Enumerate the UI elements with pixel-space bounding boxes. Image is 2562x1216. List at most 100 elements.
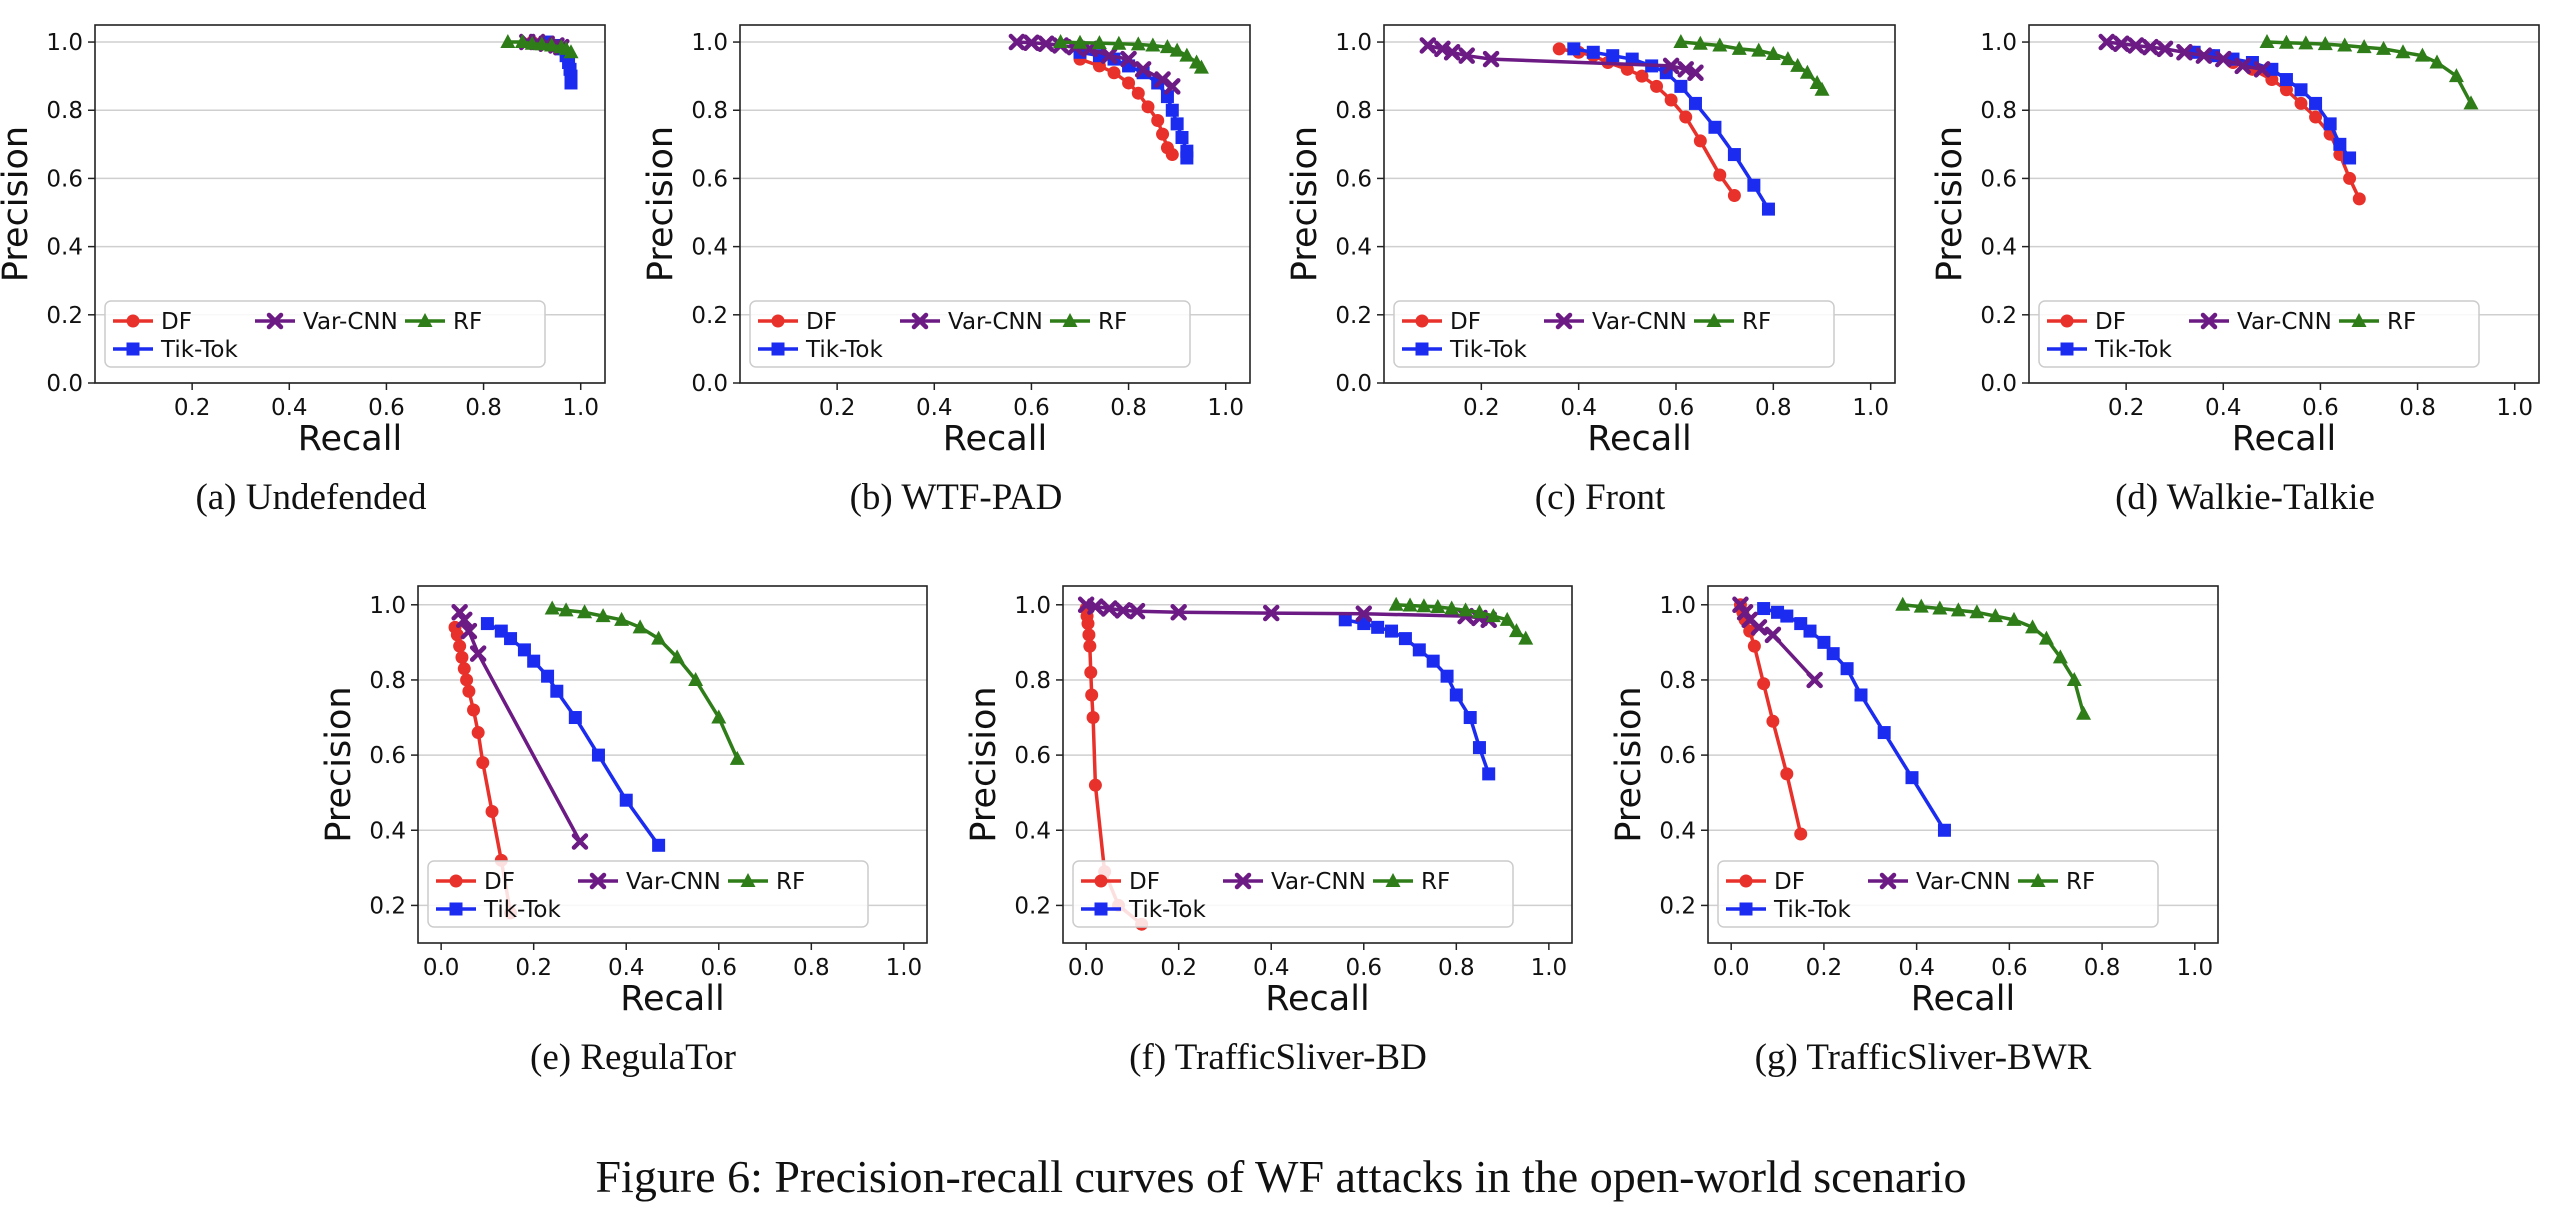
legend-marker	[771, 314, 785, 328]
data-point	[1499, 611, 1515, 626]
data-point	[1688, 96, 1702, 110]
data-point	[1170, 604, 1187, 621]
data-point	[1635, 69, 1649, 83]
data-point	[1085, 688, 1099, 702]
y-tick-label: 0.4	[1980, 235, 2017, 261]
data-point	[1765, 45, 1781, 60]
data-point	[1402, 597, 1418, 612]
data-point	[1008, 33, 1026, 51]
data-point	[1937, 823, 1951, 837]
x-tick-label: 0.6	[700, 955, 737, 981]
data-point	[591, 748, 605, 762]
y-tick-label: 0.6	[1014, 743, 1051, 769]
data-point	[469, 645, 487, 662]
data-point	[1357, 617, 1371, 631]
legend: DF Var-CNN RF Tik-Tok	[1717, 860, 2159, 928]
data-point	[1731, 40, 1747, 55]
legend-marker	[1062, 313, 1078, 327]
data-point	[2278, 34, 2294, 49]
x-tick-label: 0.6	[1345, 955, 1382, 981]
legend-label: DF	[1450, 309, 1481, 335]
y-tick-label: 0.4	[1014, 818, 1051, 844]
data-point	[1179, 47, 1195, 62]
y-tick-label: 1.0	[1014, 593, 1051, 619]
data-point	[1799, 64, 1815, 79]
data-point	[1806, 671, 1823, 689]
x-tick-label: 0.8	[1110, 395, 1147, 421]
data-point	[1913, 598, 1929, 613]
data-point	[1419, 37, 1437, 54]
legend-label: Var-CNN	[1916, 869, 2011, 895]
data-point	[1072, 34, 1088, 49]
data-point	[2352, 192, 2366, 206]
x-tick-label: 0.6	[2302, 395, 2339, 421]
x-tick-label: 0.2	[2108, 395, 2145, 421]
legend-marker	[2351, 313, 2367, 327]
data-point	[2215, 50, 2232, 68]
data-point	[2253, 61, 2271, 78]
x-tick-label: 0.0	[423, 955, 460, 981]
data-point	[558, 602, 574, 617]
legend-marker	[1555, 312, 1573, 330]
data-point	[1794, 827, 1808, 841]
y-tick-label: 0.2	[691, 303, 728, 329]
data-point	[456, 611, 473, 629]
data-point	[1780, 767, 1794, 781]
y-axis-label: Precision	[0, 126, 36, 282]
series-line	[1344, 618, 1491, 775]
data-point	[1662, 57, 1680, 75]
data-point	[1625, 52, 1639, 66]
legend-marker	[1415, 314, 1429, 328]
legend-label: RF	[1742, 309, 1771, 335]
data-point	[1780, 51, 1796, 66]
data-point	[1130, 36, 1146, 51]
data-point	[1552, 42, 1566, 56]
legend-box	[749, 300, 1191, 368]
y-axis-label: Precision	[1930, 126, 1970, 282]
data-point	[485, 804, 499, 818]
series-tik-tok	[480, 617, 666, 852]
data-point	[1508, 623, 1524, 638]
y-tick-label: 0.8	[369, 668, 406, 694]
data-point	[1761, 202, 1775, 216]
data-point	[1766, 714, 1780, 728]
data-point	[1664, 93, 1678, 107]
legend-box	[2038, 300, 2480, 368]
data-point	[450, 628, 464, 642]
data-point	[1165, 103, 1179, 117]
data-point	[1932, 600, 1948, 615]
y-tick-label: 0.4	[691, 235, 728, 261]
legend-label: Tik-Tok	[160, 337, 238, 363]
x-tick-label: 0.6	[1991, 955, 2028, 981]
data-point	[1790, 57, 1806, 72]
legend-label: Var-CNN	[948, 309, 1043, 335]
series-var-cnn	[2098, 33, 2271, 78]
data-point	[1082, 628, 1096, 642]
data-point	[2376, 40, 2392, 55]
legend-box	[1717, 860, 2159, 928]
data-point	[1471, 604, 1487, 619]
data-point	[2309, 110, 2323, 124]
data-point	[550, 684, 564, 698]
series-tik-tok	[1757, 602, 1951, 837]
y-tick-label: 0.8	[1014, 668, 1051, 694]
legend-label: DF	[484, 869, 515, 895]
data-point	[2265, 62, 2279, 76]
y-tick-label: 0.4	[46, 235, 83, 261]
data-point	[1175, 131, 1189, 145]
legend: DF Var-CNN RF Tik-Tok	[104, 300, 546, 368]
y-tick-label: 0.4	[1335, 235, 1372, 261]
legend-marker	[1415, 342, 1429, 356]
x-tick-label: 1.0	[1531, 955, 1568, 981]
data-point	[1087, 598, 1104, 615]
y-axis-label: Precision	[641, 126, 681, 282]
x-axis-label: Recall	[620, 979, 724, 1019]
y-tick-label: 0.0	[691, 371, 728, 397]
x-tick-label: 0.4	[1253, 955, 1290, 981]
y-tick-label: 0.4	[1659, 818, 1696, 844]
legend: DF Var-CNN RF Tik-Tok	[749, 300, 1191, 368]
data-point	[1650, 79, 1664, 93]
data-point	[1877, 726, 1891, 740]
legend-marker	[1706, 313, 1722, 327]
chart-5: 0.2 0.4 0.6 0.8 1.0 0.0 0.2 0.4 0.6 0.8 1.0 Recall P…	[319, 585, 928, 1019]
